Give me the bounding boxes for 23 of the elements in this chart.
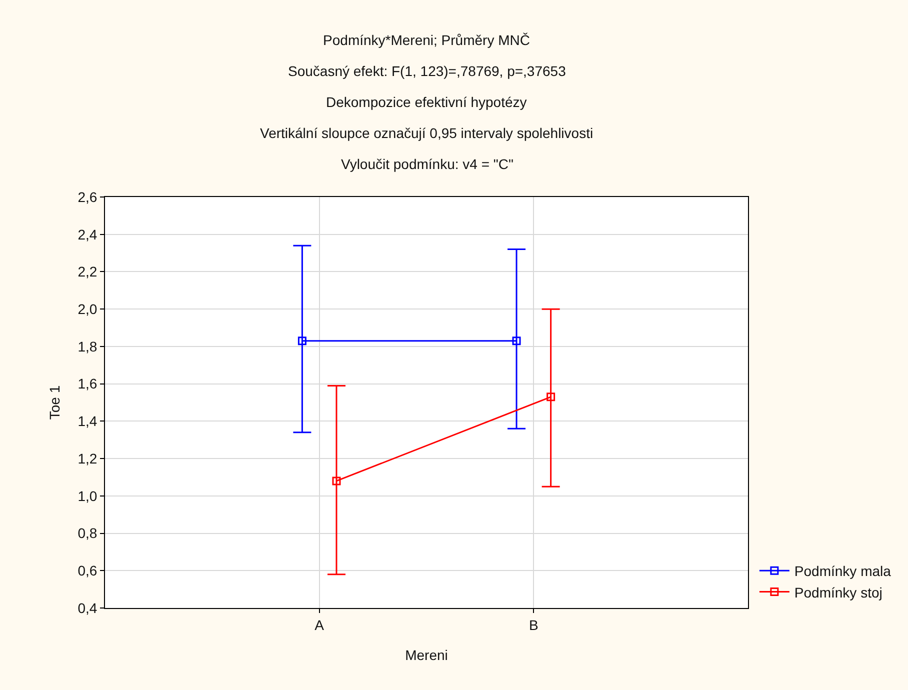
y-tick-label: 0,8 bbox=[78, 525, 98, 542]
y-tick-label: 2,6 bbox=[78, 188, 98, 205]
x-tick-label: B bbox=[529, 616, 538, 633]
text: Vertikální sloupce označují 0,95 intervaly spolehlivosti bbox=[260, 125, 594, 141]
legend-label: Podmínky stoj bbox=[794, 584, 882, 600]
text: Dekompozice efektivní hypotézy bbox=[326, 94, 527, 110]
y-tick-label: 1,8 bbox=[78, 338, 98, 354]
text: Současný efekt: F(1, 123)=,78769, p=,37653 bbox=[288, 63, 566, 79]
y-tick-label: 1,2 bbox=[78, 450, 98, 466]
y-tick-label: 1,4 bbox=[78, 413, 98, 430]
y-axis-title: Toe 1 bbox=[46, 385, 62, 420]
x-tick-label: A bbox=[314, 616, 325, 633]
y-tick-label: 1,0 bbox=[78, 488, 98, 504]
y-tick-label: 2,4 bbox=[78, 226, 98, 242]
y-tick-label: 2,2 bbox=[78, 264, 98, 280]
y-tick-label: 0,6 bbox=[78, 562, 98, 579]
text: Vyloučit podmínku: v4 = "C" bbox=[341, 156, 514, 172]
y-tick-label: 1,6 bbox=[78, 376, 98, 392]
x-axis-title: Mereni bbox=[405, 647, 448, 664]
chart-title: Podmínky*Mereni; Průměry MNČ bbox=[323, 32, 530, 48]
y-tick-label: 0,4 bbox=[78, 600, 98, 616]
legend-label: Podmínky mala bbox=[794, 563, 892, 580]
y-tick-label: 2,0 bbox=[78, 300, 98, 317]
